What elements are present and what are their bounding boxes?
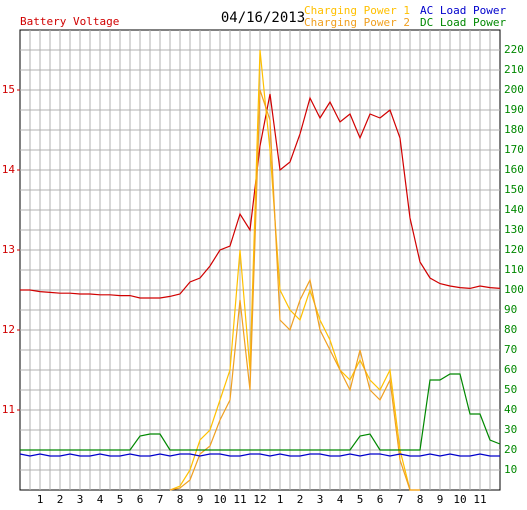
y2-tick-label: 10 bbox=[504, 463, 517, 476]
x-tick-label: 2 bbox=[297, 493, 304, 506]
x-tick-label: 10 bbox=[453, 493, 466, 506]
y2-tick-label: 150 bbox=[504, 183, 524, 196]
y2-tick-label: 140 bbox=[504, 203, 524, 216]
y2-tick-label: 60 bbox=[504, 363, 517, 376]
x-tick-label: 6 bbox=[137, 493, 144, 506]
x-tick-label: 5 bbox=[117, 493, 124, 506]
x-tick-label: 3 bbox=[77, 493, 84, 506]
y2-tick-label: 210 bbox=[504, 63, 524, 76]
x-tick-label: 9 bbox=[197, 493, 204, 506]
y2-tick-label: 40 bbox=[504, 403, 517, 416]
legend-label: AC Load Power bbox=[420, 4, 506, 17]
y2-tick-label: 190 bbox=[504, 103, 524, 116]
y2-tick-label: 110 bbox=[504, 263, 524, 276]
legend-label: Charging Power 1 bbox=[304, 4, 410, 17]
y2-tick-label: 50 bbox=[504, 383, 517, 396]
x-tick-label: 9 bbox=[437, 493, 444, 506]
x-tick-label: 7 bbox=[157, 493, 164, 506]
y2-tick-label: 220 bbox=[504, 43, 524, 56]
y2-tick-label: 200 bbox=[504, 83, 524, 96]
x-tick-label: 7 bbox=[397, 493, 404, 506]
y2-tick-label: 70 bbox=[504, 343, 517, 356]
series-line bbox=[19, 453, 500, 457]
y-tick-label: 14 bbox=[2, 163, 16, 176]
y2-tick-label: 130 bbox=[504, 223, 524, 236]
x-tick-label: 6 bbox=[377, 493, 384, 506]
x-tick-label: 3 bbox=[317, 493, 324, 506]
series-line bbox=[20, 373, 501, 451]
series-line bbox=[169, 89, 420, 491]
legend-label: Battery Voltage bbox=[20, 15, 119, 28]
x-tick-label: 8 bbox=[177, 493, 184, 506]
x-tick-label: 1 bbox=[277, 493, 284, 506]
y-tick-label: 12 bbox=[2, 323, 15, 336]
x-tick-label: 1 bbox=[37, 493, 44, 506]
y-tick-label: 13 bbox=[2, 243, 15, 256]
y2-tick-label: 20 bbox=[504, 443, 517, 456]
y2-tick-label: 120 bbox=[504, 243, 524, 256]
x-tick-label: 2 bbox=[57, 493, 64, 506]
y-tick-label: 15 bbox=[2, 83, 15, 96]
chart-date: 04/16/2013 bbox=[221, 10, 305, 26]
legend-label: Charging Power 2 bbox=[304, 16, 410, 29]
y2-tick-label: 30 bbox=[504, 423, 517, 436]
y-tick-label: 11 bbox=[2, 403, 15, 416]
y2-tick-label: 100 bbox=[504, 283, 524, 296]
x-tick-label: 10 bbox=[213, 493, 226, 506]
legend-label: DC Load Power bbox=[420, 16, 506, 29]
x-tick-label: 8 bbox=[417, 493, 424, 506]
y2-tick-label: 90 bbox=[504, 303, 517, 316]
x-tick-label: 4 bbox=[337, 493, 344, 506]
y2-tick-label: 160 bbox=[504, 163, 524, 176]
y2-tick-label: 80 bbox=[504, 323, 517, 336]
y2-tick-label: 170 bbox=[504, 143, 524, 156]
x-tick-label: 4 bbox=[97, 493, 104, 506]
x-tick-label: 11 bbox=[233, 493, 246, 506]
x-tick-label: 11 bbox=[473, 493, 486, 506]
x-tick-label: 5 bbox=[357, 493, 364, 506]
series-line bbox=[20, 93, 501, 299]
y2-tick-label: 180 bbox=[504, 123, 524, 136]
x-tick-label: 12 bbox=[253, 493, 266, 506]
